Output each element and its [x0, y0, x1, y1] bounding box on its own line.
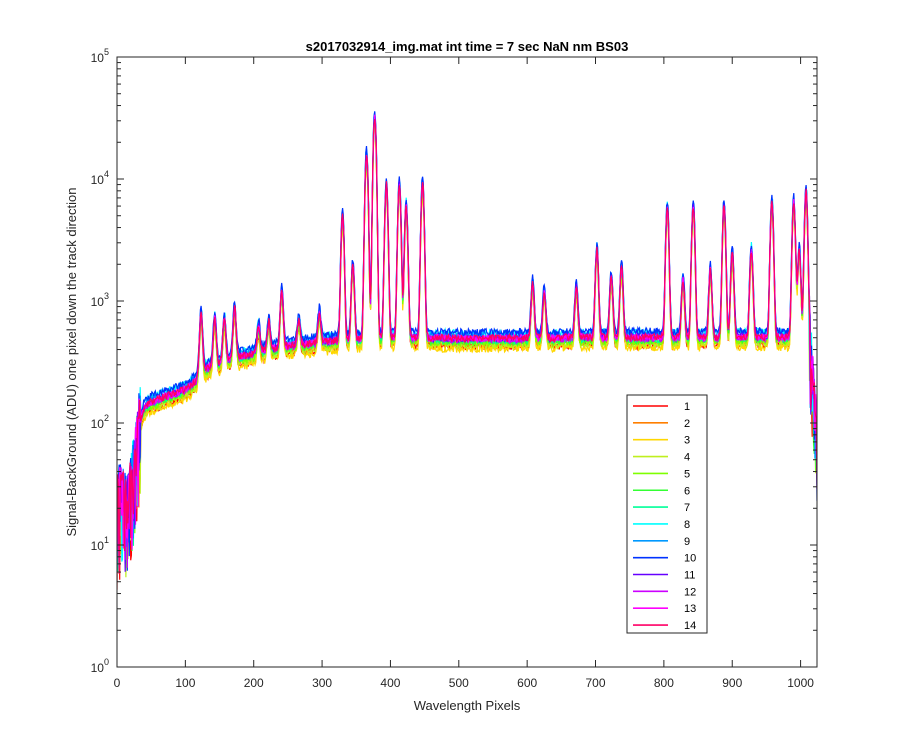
y-tick-label: 101 — [91, 535, 109, 553]
y-tick-exponent: 3 — [104, 291, 109, 301]
axes-box — [116, 56, 818, 668]
chart-title: s2017032914_img.mat int time = 7 sec NaN… — [306, 39, 629, 54]
legend-label: 8 — [684, 519, 690, 531]
x-tick-label: 100 — [175, 676, 195, 690]
y-tick-exponent: 2 — [104, 413, 109, 423]
x-tick-label: 800 — [654, 676, 674, 690]
legend-label: 9 — [684, 536, 690, 548]
y-tick-base: 10 — [91, 539, 105, 553]
legend-label: 1 — [684, 401, 690, 413]
x-tick-label: 500 — [449, 676, 469, 690]
x-tick-label: 900 — [722, 676, 742, 690]
y-tick-base: 10 — [91, 173, 105, 187]
series-layer — [117, 111, 817, 590]
legend-label: 2 — [684, 418, 690, 430]
x-tick-label: 600 — [517, 676, 537, 690]
y-tick-label: 104 — [91, 169, 109, 187]
legend-label: 3 — [684, 435, 690, 447]
y-tick-base: 10 — [91, 295, 105, 309]
y-tick-label: 103 — [91, 291, 109, 309]
y-axis-label: Signal-BackGround (ADU) one pixel down t… — [64, 187, 79, 536]
y-tick-label: 105 — [91, 47, 109, 65]
legend-label: 5 — [684, 468, 690, 480]
legend-label: 11 — [684, 570, 695, 582]
legend-label: 6 — [684, 485, 690, 497]
series-line-14 — [117, 119, 817, 574]
x-tick-label: 400 — [380, 676, 400, 690]
y-tick-exponent: 1 — [104, 535, 109, 545]
y-tick-exponent: 4 — [104, 169, 109, 179]
x-tick-label: 1000 — [787, 676, 814, 690]
y-tick-label: 100 — [91, 657, 109, 675]
legend-label: 13 — [684, 603, 696, 615]
y-tick-base: 10 — [91, 51, 105, 65]
y-tick-exponent: 5 — [104, 47, 109, 57]
y-tick-label: 102 — [91, 413, 109, 431]
legend-label: 7 — [684, 502, 690, 514]
legend-box — [626, 394, 708, 634]
x-tick-label: 0 — [114, 676, 121, 690]
x-tick-label: 300 — [312, 676, 332, 690]
legend-label: 14 — [684, 620, 696, 632]
y-tick-exponent: 0 — [104, 657, 109, 667]
x-axis: 0 100 200 300 400 500 600 700 800 900 1000 — [114, 57, 814, 690]
y-tick-base: 10 — [91, 417, 105, 431]
legend-label: 12 — [684, 586, 696, 598]
x-tick-label: 700 — [586, 676, 606, 690]
legend-label: 10 — [684, 553, 696, 565]
y-tick-base: 10 — [91, 661, 105, 675]
x-tick-label: 200 — [244, 676, 264, 690]
legend-label: 4 — [684, 452, 690, 464]
x-axis-label: Wavelength Pixels — [414, 698, 521, 713]
